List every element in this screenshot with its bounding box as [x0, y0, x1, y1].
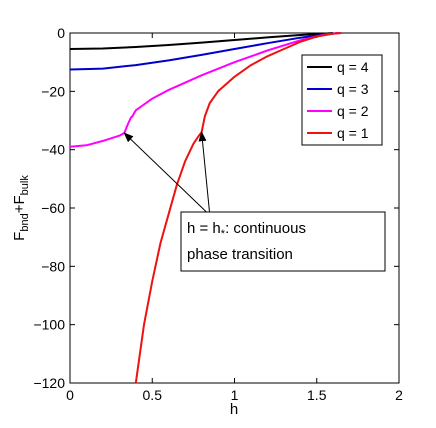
x-tick-label: 0 [66, 387, 74, 403]
annotation-box [180, 211, 386, 272]
y-tick-label: −100 [33, 317, 65, 333]
annotation-arrow [198, 131, 211, 216]
x-tick-label: 1 [231, 387, 239, 403]
y-tick-label: −40 [41, 142, 65, 158]
legend-label: q = 3 [337, 81, 369, 97]
series-line [69, 32, 339, 71]
series-line [69, 32, 334, 50]
y-tick-label: 0 [57, 25, 65, 41]
y-axis-label: Fbnd+Fbulk [11, 175, 31, 241]
annotation-line2: phase transition [187, 246, 293, 263]
legend-label: q = 2 [337, 103, 369, 119]
legend-label: q = 4 [337, 59, 369, 75]
axis-tick-labels: 0 0.5 1 1.5 2 0 −20 −40 −60 −80 −100 −120 [33, 25, 403, 403]
y-tick-label: −20 [41, 83, 65, 99]
axis-ticks [69, 32, 400, 384]
y-tick-label: −120 [33, 375, 65, 391]
y-tick-label: −80 [41, 258, 65, 274]
x-tick-label: 2 [395, 387, 403, 403]
annotation: h = h*: continuous phase transition [123, 131, 386, 272]
annotation-line1: h = h*: continuous [187, 220, 306, 240]
series-line [134, 32, 342, 384]
x-tick-label: 1.5 [307, 387, 327, 403]
series-line [69, 32, 340, 148]
y-tick-label: −60 [41, 200, 65, 216]
legend-label: q = 1 [337, 125, 369, 141]
legend-box [301, 54, 383, 146]
x-axis-label: h [230, 401, 238, 418]
legend: q = 4 q = 3 q = 2 q = 1 [301, 54, 383, 146]
series-layer [69, 32, 342, 384]
x-tick-label: 0.5 [143, 387, 163, 403]
annotation-arrow [123, 132, 211, 216]
